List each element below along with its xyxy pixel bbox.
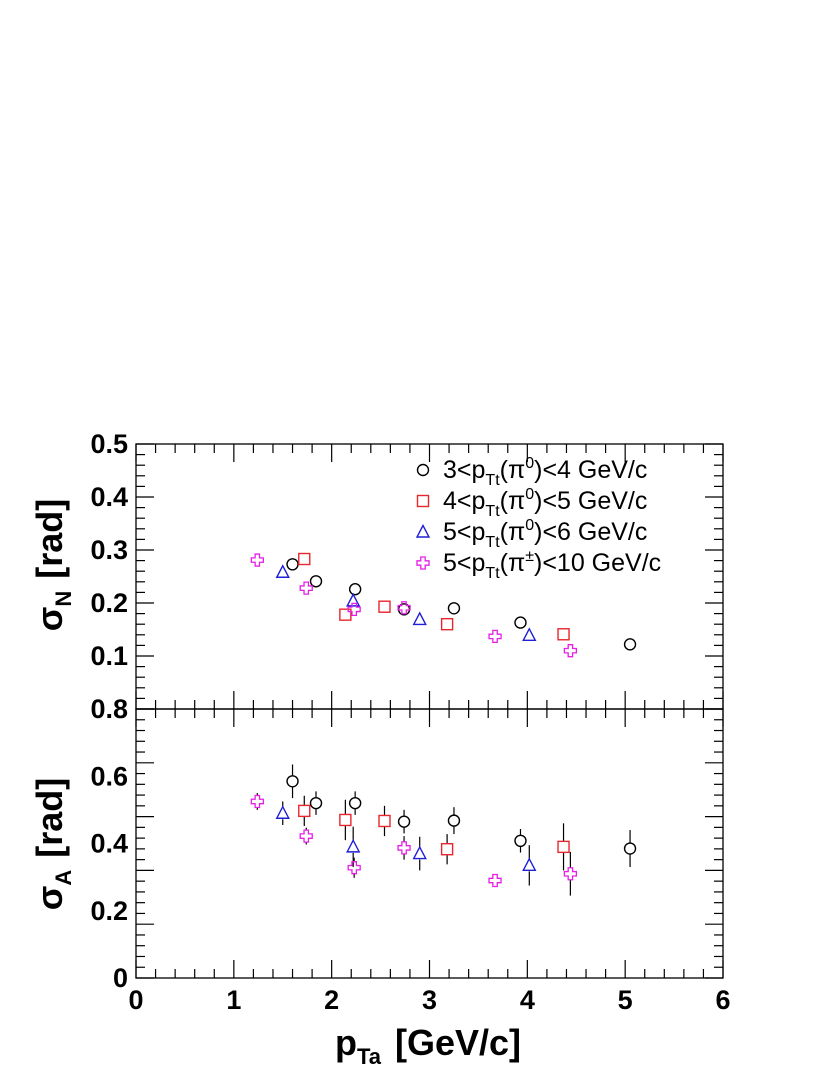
data-point-square (298, 804, 311, 818)
x-tick-label: 6 (715, 985, 730, 1015)
data-point-circle (348, 796, 362, 810)
top-panel: 0.5 0.4 0.3 0.2 0.1 0.8 (90, 429, 724, 724)
data-point-circle (623, 842, 637, 855)
legend-label: 5<pTt(π±)<10 GeV/c (443, 548, 661, 582)
top-series-3 (250, 553, 578, 658)
data-point-square (440, 843, 454, 856)
data-point-circle (514, 616, 527, 629)
data-point-square (378, 600, 391, 613)
top-series-1 (298, 552, 570, 641)
legend-marker-cross (416, 556, 430, 570)
bottom-panel: 0.6 0.4 0.2 00 1 2 3 4 5 6 (90, 708, 731, 1015)
bottom-y-tick-label: 0.6 (90, 761, 128, 791)
data-point-cross (563, 867, 578, 881)
legend-item: 5<pTt(π0)<6 GeV/c (415, 517, 647, 551)
data-point-circle (447, 602, 461, 615)
data-point-square (298, 552, 311, 566)
data-point-triangle (346, 592, 361, 607)
axis-titles: pTa [GeV/c] σN[rad] σA[rad] (29, 499, 521, 1069)
data-point-circle (309, 796, 323, 810)
data-point-square (440, 618, 454, 631)
x-tick-label: 0 (128, 985, 143, 1015)
legend-item: 4<pTt(π0)<5 GeV/c (416, 486, 647, 520)
bottom-y-tick-label: 0.2 (90, 896, 128, 926)
bottom-series-0 (286, 764, 637, 868)
bottom-series-2 (275, 801, 537, 886)
data-point-square (339, 813, 352, 827)
x-tick-label: 5 (618, 985, 633, 1015)
bottom-series-1 (298, 795, 570, 871)
x-tick-label: 3 (422, 985, 437, 1015)
top-series-2 (275, 564, 537, 642)
data-point-square (339, 608, 352, 621)
data-point-cross (347, 602, 361, 617)
data-point-circle (397, 815, 411, 828)
legend-item: 5<pTt(π±)<10 GeV/c (416, 548, 661, 582)
data-point-square (557, 840, 570, 854)
data-point-cross (397, 841, 411, 855)
x-axis-title: pTa [GeV/c] (335, 1022, 521, 1069)
y-axis-title-bottom: σA[rad] (29, 778, 76, 911)
bottom-series-3 (250, 793, 578, 896)
data-point-triangle (522, 857, 537, 872)
top-y-tick-label: 0.3 (90, 535, 128, 565)
y-axis-title-top: σN[rad] (29, 499, 76, 632)
data-point-cross (250, 553, 264, 567)
data-point-square (378, 814, 391, 828)
legend: 3<pTt(π0)<4 GeV/c4<pTt(π0)<5 GeV/c5<pTt(… (415, 455, 661, 582)
top-y-tick-label: 0.5 (90, 429, 128, 459)
data-point-cross (488, 629, 502, 644)
data-point-circle (623, 638, 637, 651)
top-y-tick-label: 0.1 (90, 641, 128, 671)
data-point-cross (397, 601, 411, 615)
data-point-cross (488, 873, 502, 888)
top-y-tick-label: 0.2 (90, 588, 128, 618)
legend-label: 4<pTt(π0)<5 GeV/c (443, 486, 647, 520)
data-point-square (557, 628, 570, 641)
bottom-y-tick-label: 0.4 (90, 829, 128, 859)
data-point-triangle (275, 564, 290, 578)
data-point-circle (286, 558, 299, 571)
legend-marker-circle (416, 463, 430, 477)
data-point-cross (299, 581, 313, 595)
data-point-triangle (412, 611, 427, 626)
top-y-tick-label: 0.4 (90, 482, 128, 512)
legend-item: 3<pTt(π0)<4 GeV/c (416, 455, 647, 489)
data-point-triangle (522, 627, 537, 642)
data-point-cross (347, 861, 361, 875)
x-tick-label: 2 (324, 985, 339, 1015)
data-point-triangle (346, 838, 361, 853)
bottom-y-tick-label: 0 (113, 963, 128, 993)
data-point-cross (299, 829, 313, 843)
top-y-tick-label: 0.8 (90, 694, 128, 724)
legend-marker-square (416, 494, 430, 508)
data-point-circle (348, 583, 362, 596)
x-tick-label: 4 (520, 985, 535, 1015)
data-point-cross (563, 644, 578, 658)
data-point-triangle (412, 845, 427, 860)
data-point-triangle (275, 805, 290, 819)
x-tick-label: 1 (226, 985, 241, 1015)
data-point-circle (514, 834, 527, 848)
legend-label: 5<pTt(π0)<6 GeV/c (443, 517, 647, 551)
data-point-circle (447, 814, 461, 827)
data-point-circle (309, 575, 323, 588)
legend-marker-triangle (415, 523, 431, 538)
data-point-circle (286, 775, 299, 788)
legend-label: 3<pTt(π0)<4 GeV/c (443, 455, 647, 489)
data-point-cross (250, 794, 264, 809)
